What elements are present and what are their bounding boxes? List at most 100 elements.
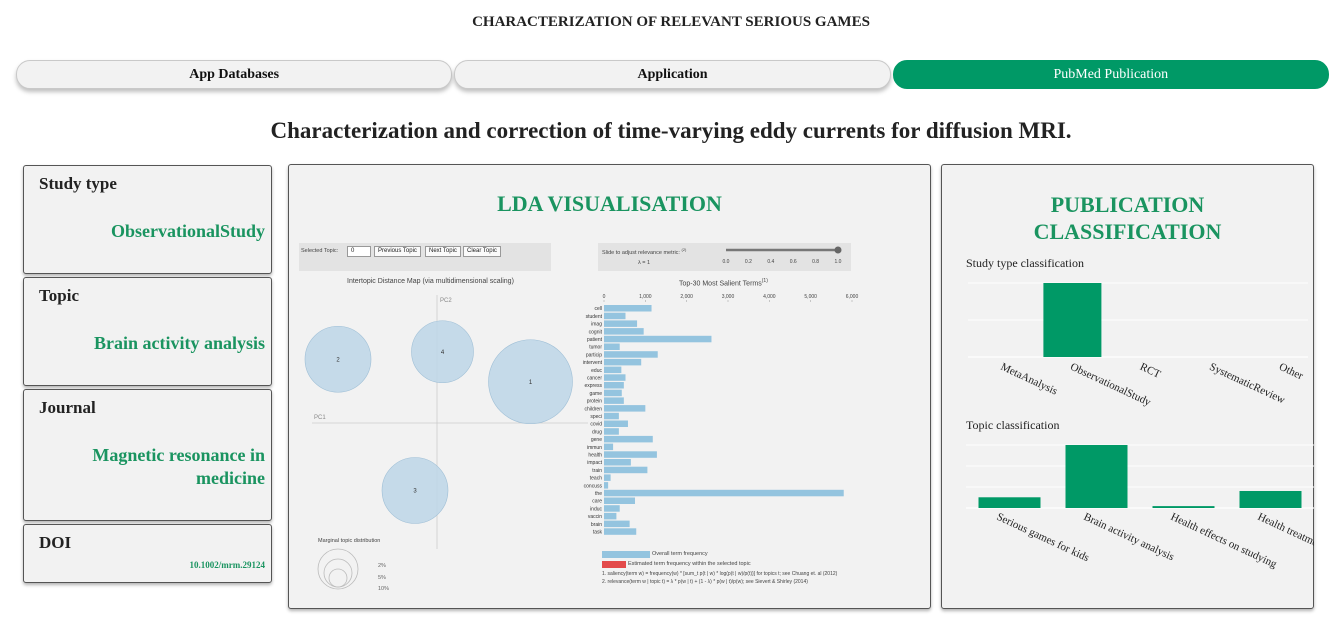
slider-tick-label: 0.4 [767, 259, 774, 265]
marginal-level-5: 5% [378, 575, 386, 581]
term-bar[interactable] [604, 474, 611, 481]
term-label[interactable]: children [584, 406, 602, 412]
terms-axis-tick: 1,000 [639, 294, 652, 300]
tab-app-databases[interactable]: App Databases [16, 60, 453, 89]
term-bar[interactable] [604, 374, 626, 381]
term-label[interactable]: cancer [587, 376, 602, 382]
term-label[interactable]: student [586, 314, 603, 320]
term-bar[interactable] [604, 412, 619, 420]
topic-circle-3[interactable] [381, 457, 449, 524]
lda-panel: LDA VISUALISATION Selected Topic: 0 Prev… [288, 164, 931, 609]
term-bar[interactable] [604, 305, 652, 312]
term-bar[interactable] [604, 443, 614, 451]
term-bar[interactable] [604, 328, 644, 335]
marginal-circle-5 [323, 558, 353, 588]
term-bar[interactable] [604, 489, 844, 497]
term-bar[interactable] [604, 428, 619, 435]
study-type-value: ObservationalStudy [110, 221, 265, 241]
term-label[interactable]: the [595, 491, 602, 497]
term-bar[interactable] [604, 351, 658, 358]
term-bar[interactable] [604, 366, 622, 374]
term-label[interactable]: train [592, 468, 602, 474]
term-label[interactable]: protein [587, 399, 603, 405]
term-bar[interactable] [604, 482, 609, 489]
main-tabs: App Databases Application PubMed Publica… [16, 60, 1329, 89]
class-bar[interactable] [1239, 490, 1302, 508]
pc2-label: PC2 [440, 298, 452, 304]
term-bar[interactable] [604, 512, 617, 520]
term-label[interactable]: brain [591, 522, 602, 528]
term-label[interactable]: concuss [584, 483, 603, 489]
class-bar[interactable] [1043, 283, 1102, 357]
term-label[interactable]: game [589, 391, 602, 397]
doi-label: DOI [39, 533, 72, 552]
term-label[interactable]: task [593, 530, 603, 536]
term-label[interactable]: speci [590, 414, 602, 420]
previous-topic-button[interactable]: Previous Topic [374, 246, 421, 257]
term-bar[interactable] [604, 451, 657, 458]
topic-circle-label: 1 [529, 380, 533, 386]
study-type-label: Study type [39, 174, 117, 193]
term-bar[interactable] [604, 435, 653, 443]
term-label[interactable]: express [584, 383, 602, 389]
pc1-label: PC1 [314, 415, 326, 421]
doi-value[interactable]: 10.1002/mrm.29124 [189, 560, 266, 570]
term-label[interactable]: immun [587, 445, 602, 451]
topic-circle-4[interactable] [411, 320, 474, 384]
term-label[interactable]: intervent [583, 360, 603, 366]
term-label[interactable]: drug [592, 429, 602, 435]
topic-circle-label: 4 [441, 350, 445, 356]
term-bar[interactable] [604, 320, 638, 327]
footnote-1: 1. saliency(term w) = frequency(w) * [su… [602, 571, 838, 577]
term-bar[interactable] [604, 397, 624, 404]
term-bar[interactable] [604, 505, 620, 512]
term-bar[interactable] [604, 343, 620, 351]
term-label[interactable]: imag [591, 322, 602, 328]
selected-topic-input[interactable]: 0 [347, 246, 371, 257]
term-bar[interactable] [604, 528, 637, 535]
term-label[interactable]: cell [594, 306, 602, 312]
term-bar[interactable] [604, 459, 631, 466]
topic-circle-1[interactable] [488, 339, 573, 425]
term-label[interactable]: vaccin [588, 514, 602, 520]
term-bar[interactable] [604, 405, 646, 412]
term-bar[interactable] [604, 420, 628, 428]
term-label[interactable]: patient [587, 337, 603, 343]
term-label[interactable]: induc [590, 506, 602, 512]
term-bar[interactable] [604, 520, 630, 528]
term-bar[interactable] [604, 358, 642, 366]
app-title: CHARACTERIZATION OF RELEVANT SERIOUS GAM… [472, 14, 870, 30]
term-label[interactable]: particip [586, 352, 602, 358]
term-label[interactable]: cognit [589, 329, 603, 335]
clear-topic-button[interactable]: Clear Topic [463, 246, 501, 257]
doi-card: DOI 10.1002/mrm.29124 [23, 524, 272, 583]
term-label[interactable]: impact [587, 460, 602, 466]
term-bar[interactable] [604, 389, 622, 397]
tab-pubmed-publication[interactable]: PubMed Publication [892, 60, 1329, 89]
term-bar[interactable] [604, 312, 626, 320]
relevance-controls: Slide to adjust relevance metric: (2) λ … [598, 243, 851, 271]
term-bar[interactable] [604, 497, 635, 505]
next-topic-button[interactable]: Next Topic [425, 246, 461, 257]
class-bar[interactable] [1152, 506, 1215, 508]
term-label[interactable]: tumor [589, 345, 602, 351]
term-bar[interactable] [604, 335, 712, 343]
class-bar[interactable] [1065, 445, 1128, 508]
legend-overall-label: Overall term frequency [652, 551, 708, 557]
term-label[interactable]: educ [591, 368, 602, 374]
class-bar[interactable] [978, 497, 1041, 508]
term-bar[interactable] [604, 382, 624, 389]
term-label[interactable]: health [588, 453, 602, 459]
topic-circle-2[interactable] [304, 325, 372, 393]
term-label[interactable]: covid [590, 422, 602, 428]
marginal-level-10: 10% [378, 586, 389, 592]
term-label[interactable]: care [592, 499, 602, 505]
topic-card: Topic Brain activity analysis [23, 277, 272, 386]
tab-application[interactable]: Application [454, 60, 891, 89]
slider-tick-label: 0.8 [812, 259, 819, 265]
term-bar[interactable] [604, 466, 648, 474]
journal-label: Journal [39, 398, 96, 417]
term-label[interactable]: teach [590, 476, 602, 482]
term-label[interactable]: gene [591, 437, 602, 443]
relevance-slider[interactable]: 0.0 0.2 0.4 0.6 0.8 1.0 [718, 244, 848, 270]
